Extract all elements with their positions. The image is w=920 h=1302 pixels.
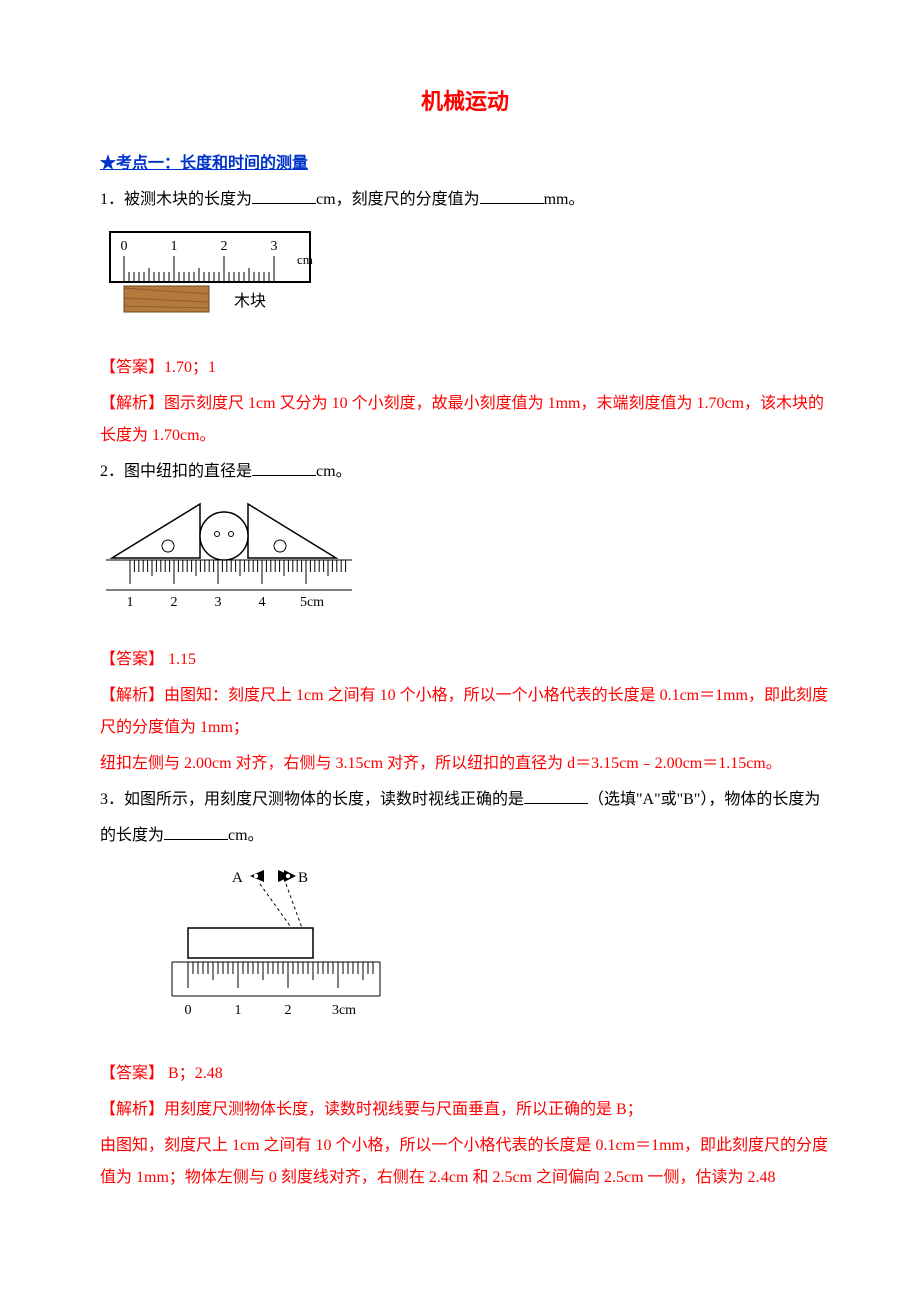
q3-blank-1 bbox=[524, 787, 588, 804]
q2-exp-label: 【解析】 bbox=[100, 687, 164, 704]
q2-prefix: 2．图中纽扣的直径是 bbox=[100, 463, 252, 480]
svg-text:1: 1 bbox=[127, 595, 134, 610]
svg-text:B: B bbox=[298, 870, 308, 886]
q2-ans-label: 【答案】 bbox=[100, 651, 164, 668]
svg-text:1: 1 bbox=[171, 239, 178, 254]
q2-suffix: cm。 bbox=[316, 463, 352, 480]
q3-exp-label: 【解析】 bbox=[100, 1101, 164, 1118]
svg-text:3: 3 bbox=[215, 595, 222, 610]
q2-figure: 1 2 3 4 5cm bbox=[100, 498, 830, 630]
q1-suffix: mm。 bbox=[544, 191, 585, 208]
q3-mid: （选填"A"或"B"），物体的长度为 bbox=[588, 791, 820, 808]
svg-text:2: 2 bbox=[171, 595, 178, 610]
q1-text: 1．被测木块的长度为 cm，刻度尺的分度值为 mm。 bbox=[100, 184, 830, 216]
svg-text:3cm: 3cm bbox=[332, 1003, 356, 1018]
svg-text:cm: cm bbox=[297, 252, 313, 267]
svg-text:0: 0 bbox=[185, 1003, 192, 1018]
q2-exp-2: 纽扣左侧与 2.00cm 对齐，右侧与 3.15cm 对齐，所以纽扣的直径为 d… bbox=[100, 748, 830, 780]
q1-ans-label: 【答案】 bbox=[100, 359, 164, 376]
q2-svg: 1 2 3 4 5cm bbox=[100, 498, 360, 618]
svg-text:5cm: 5cm bbox=[300, 595, 324, 610]
q3-text-2: 的长度为cm。 bbox=[100, 820, 830, 852]
q1-blank-1 bbox=[252, 187, 316, 204]
q1-mid: cm，刻度尺的分度值为 bbox=[316, 191, 480, 208]
q3-suffix: cm。 bbox=[228, 827, 264, 844]
q1-ans: 1.70；1 bbox=[164, 359, 216, 376]
svg-text:2: 2 bbox=[221, 239, 228, 254]
q2-exp-l1: 由图知：刻度尺上 1cm 之间有 10 个小格，所以一个小格代表的长度是 0.1… bbox=[100, 687, 828, 736]
kaodian-1: ★考点一：长度和时间的测量 bbox=[100, 148, 830, 180]
q3-figure: A B bbox=[160, 862, 830, 1044]
q3-ans-label: 【答案】 bbox=[100, 1065, 164, 1082]
q3-exp-1: 【解析】用刻度尺测物体长度，读数时视线要与尺面垂直，所以正确的是 B； bbox=[100, 1094, 830, 1126]
q2-text: 2．图中纽扣的直径是 cm。 bbox=[100, 456, 830, 488]
q3-svg: A B bbox=[160, 862, 400, 1032]
q3-prefix: 3．如图所示，用刻度尺测物体的长度，读数时视线正确的是 bbox=[100, 791, 524, 808]
svg-text:2: 2 bbox=[285, 1003, 292, 1018]
q2-exp-1: 【解析】由图知：刻度尺上 1cm 之间有 10 个小格，所以一个小格代表的长度是… bbox=[100, 680, 830, 744]
q3-text: 3．如图所示，用刻度尺测物体的长度，读数时视线正确的是 （选填"A"或"B"），物… bbox=[100, 784, 830, 816]
q2-ans: 1.15 bbox=[164, 651, 196, 668]
svg-text:3: 3 bbox=[271, 239, 278, 254]
q3-blank-2 bbox=[164, 823, 228, 840]
svg-text:A: A bbox=[232, 870, 243, 886]
q1-prefix: 1．被测木块的长度为 bbox=[100, 191, 252, 208]
page-title: 机械运动 bbox=[100, 80, 830, 124]
svg-text:4: 4 bbox=[259, 595, 266, 610]
q1-exp-label: 【解析】 bbox=[100, 395, 164, 412]
q1-blank-2 bbox=[480, 187, 544, 204]
q1-exp: 【解析】图示刻度尺 1cm 又分为 10 个小刻度，故最小刻度值为 1mm，末端… bbox=[100, 388, 830, 452]
q3-exp-l1: 用刻度尺测物体长度，读数时视线要与尺面垂直，所以正确的是 B； bbox=[164, 1101, 643, 1118]
q3-exp-2: 由图知，刻度尺上 1cm 之间有 10 个小格，所以一个小格代表的长度是 0.1… bbox=[100, 1130, 830, 1194]
q1-figure: 0 1 2 3 cm 木块 bbox=[100, 226, 830, 338]
q2-blank bbox=[252, 459, 316, 476]
q1-exp-body: 图示刻度尺 1cm 又分为 10 个小刻度，故最小刻度值为 1mm，末端刻度值为… bbox=[100, 395, 824, 444]
q3-ans: B；2.48 bbox=[164, 1065, 223, 1082]
svg-text:0: 0 bbox=[121, 239, 128, 254]
q1-block-label: 木块 bbox=[234, 292, 266, 310]
q1-ruler-svg: 0 1 2 3 cm 木块 bbox=[100, 226, 320, 326]
svg-text:1: 1 bbox=[235, 1003, 242, 1018]
